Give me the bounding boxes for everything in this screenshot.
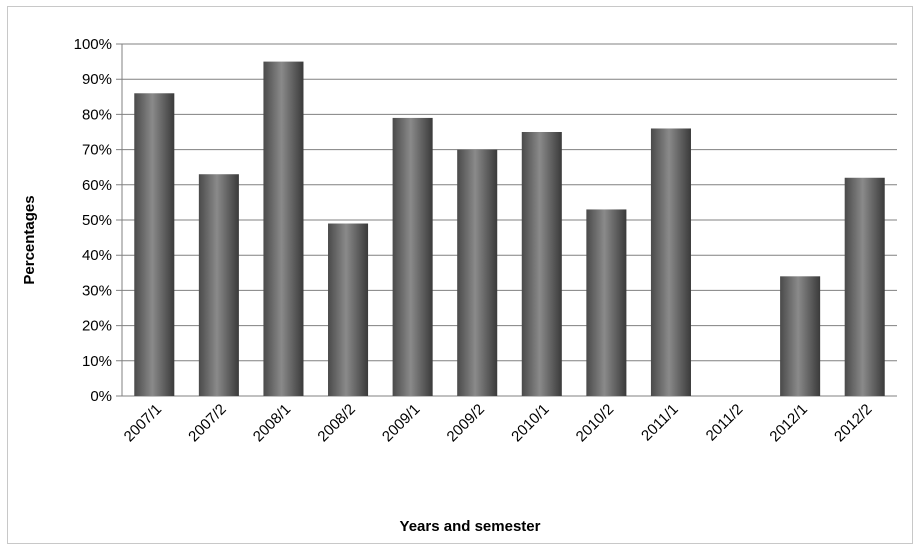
y-tick-label: 100%: [74, 36, 112, 53]
x-tick-label: 2007/1: [121, 401, 165, 445]
bar-2012-2: [844, 177, 885, 396]
y-tick-label: 70%: [82, 142, 112, 159]
bar-2007-2: [198, 174, 239, 396]
y-tick-label: 20%: [82, 318, 112, 335]
x-tick-label: 2008/1: [250, 401, 294, 445]
x-tick-label: 2011/1: [638, 401, 682, 445]
y-tick-label: 60%: [82, 177, 112, 194]
bar-2010-2: [586, 209, 627, 396]
x-tick-label: 2009/2: [444, 401, 488, 445]
bar-2011-1: [650, 128, 691, 397]
bar-2012-1: [780, 276, 821, 396]
x-tick-label: 2011/2: [703, 401, 747, 445]
x-axis-ticks: 2007/1 2007/2 2008/1 2008/2 2009/1 2009/2 2010…: [121, 401, 876, 445]
y-axis-title: Percentages: [21, 195, 38, 284]
y-tick-label: 30%: [82, 282, 112, 299]
bar-2007-1: [134, 93, 175, 396]
x-tick-label: 2012/1: [766, 401, 810, 445]
y-tick-label: 40%: [82, 247, 112, 264]
bar-2010-1: [521, 132, 562, 396]
bar-2009-1: [392, 117, 433, 397]
bar-2008-1: [263, 61, 304, 396]
bars: [134, 61, 885, 397]
y-tick-label: 90%: [82, 71, 112, 88]
bar-2008-2: [328, 223, 369, 396]
y-tick-label: 50%: [82, 212, 112, 229]
x-tick-label: 2010/2: [573, 401, 617, 445]
x-axis-title: Years and semester: [400, 518, 541, 535]
x-tick-label: 2008/2: [314, 401, 358, 445]
bar-2009-2: [457, 149, 498, 396]
x-tick-label: 2007/2: [185, 401, 229, 445]
y-axis-ticks: 0% 10% 20% 30% 40% 50% 60% 70% 80% 90% 100%: [74, 36, 112, 405]
y-tick-label: 80%: [82, 106, 112, 123]
x-tick-label: 2009/1: [379, 401, 423, 445]
y-tick-label: 0%: [90, 388, 112, 405]
x-tick-label: 2010/1: [508, 401, 552, 445]
x-tick-label: 2012/2: [831, 401, 875, 445]
y-tick-label: 10%: [82, 353, 112, 370]
gridlines: [116, 43, 897, 397]
